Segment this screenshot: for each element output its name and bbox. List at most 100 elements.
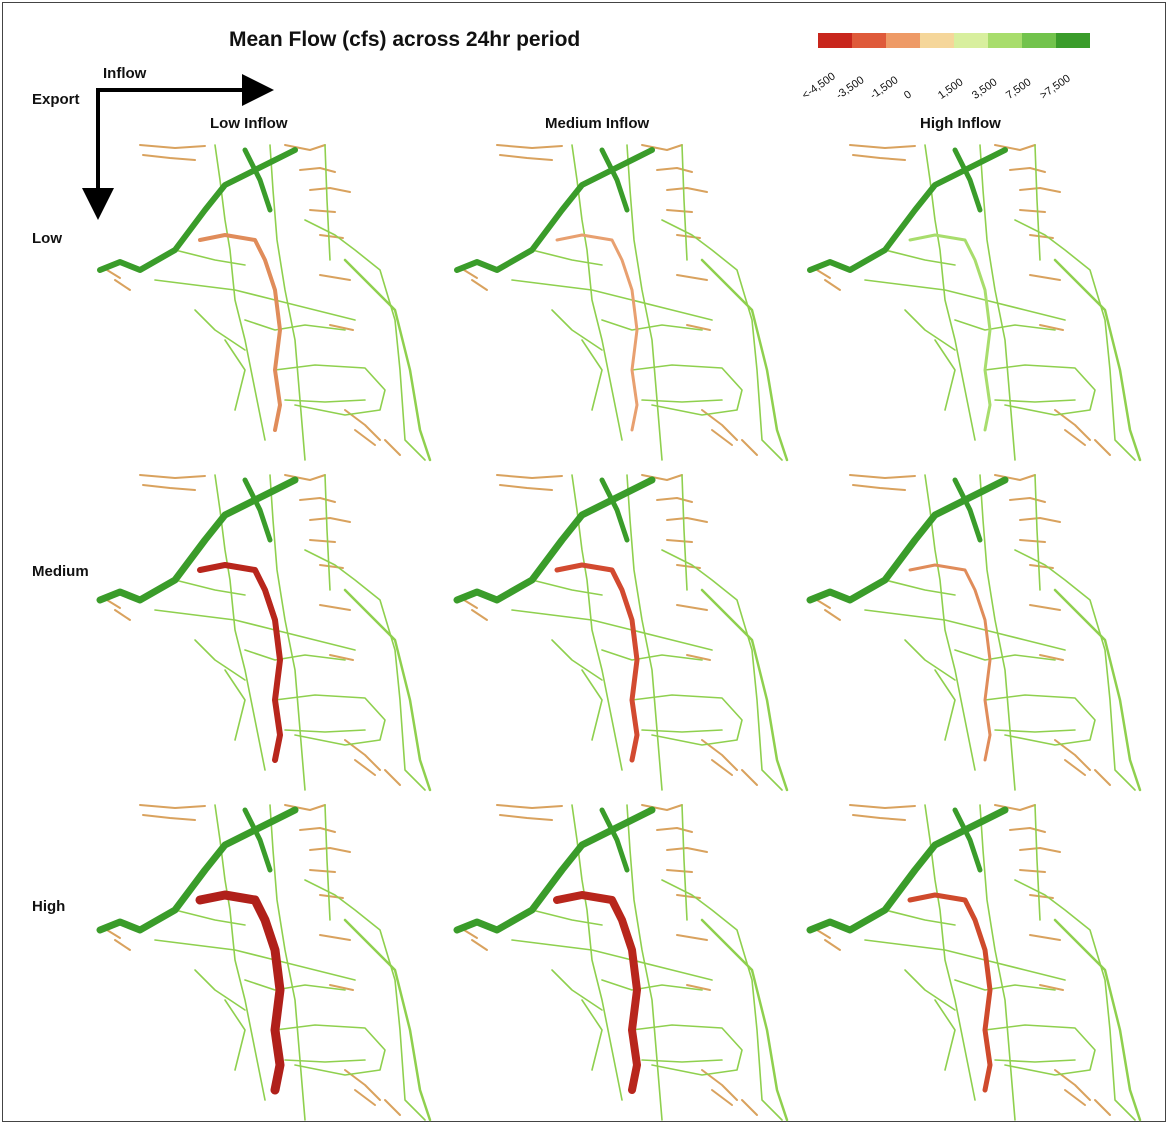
channel xyxy=(531,249,603,266)
tributary xyxy=(1029,274,1061,281)
channel xyxy=(194,969,246,1011)
channel xyxy=(601,979,703,991)
tributary xyxy=(1019,187,1061,193)
channel xyxy=(224,339,246,411)
tributary xyxy=(1039,324,1064,331)
tributary xyxy=(106,929,121,939)
tributary xyxy=(1054,739,1091,771)
channel xyxy=(1034,144,1041,261)
main-channel xyxy=(806,806,1009,934)
tributary xyxy=(463,269,478,279)
central-flow-path xyxy=(555,233,639,432)
tributary xyxy=(114,279,131,291)
tributary xyxy=(1094,1099,1111,1116)
main-channel-branch xyxy=(599,147,630,213)
tributary xyxy=(701,1069,738,1101)
tributary xyxy=(319,934,351,941)
figure-title: Mean Flow (cfs) across 24hr period xyxy=(229,28,581,51)
channel xyxy=(511,279,713,321)
tributary xyxy=(994,474,1036,481)
tributary xyxy=(816,929,831,939)
tributary xyxy=(384,1099,401,1116)
channel xyxy=(284,729,366,733)
tributary xyxy=(849,144,916,149)
legend-swatch-0 xyxy=(818,33,852,48)
main-channel xyxy=(96,806,299,934)
tributary xyxy=(106,599,121,609)
channel xyxy=(244,979,346,991)
main-channel xyxy=(96,476,299,604)
channel xyxy=(994,729,1076,733)
tributary xyxy=(142,484,196,491)
legend-swatch-1 xyxy=(852,33,886,48)
tributary xyxy=(741,769,758,786)
main-channel-branch xyxy=(599,477,630,543)
tributary xyxy=(329,324,354,331)
map-panel-r0-c2 xyxy=(807,144,1142,462)
tributary xyxy=(852,154,906,161)
channel xyxy=(154,609,356,651)
channel xyxy=(154,279,356,321)
export-axis-label: Export xyxy=(32,91,80,108)
east-channel xyxy=(343,258,432,462)
legend-swatches xyxy=(818,33,1090,48)
channel xyxy=(904,969,956,1011)
axis-arrows xyxy=(82,74,274,220)
legend-swatch-3 xyxy=(920,33,954,48)
channel xyxy=(641,729,723,733)
tributary xyxy=(344,1069,381,1101)
east-channel xyxy=(700,588,789,792)
central-flow-path xyxy=(554,562,640,763)
channel xyxy=(661,879,783,1121)
tributary xyxy=(852,484,906,491)
channel xyxy=(934,339,956,411)
channel xyxy=(884,909,956,926)
channel xyxy=(661,549,783,791)
channel xyxy=(244,649,346,661)
legend-swatch-7 xyxy=(1056,33,1090,48)
channel xyxy=(681,804,688,921)
channel xyxy=(1014,879,1136,1121)
tributary xyxy=(284,144,326,151)
channel xyxy=(551,309,603,351)
channel xyxy=(994,399,1076,403)
central-flow-path xyxy=(908,563,992,762)
tributary xyxy=(319,274,351,281)
tributary xyxy=(309,847,351,853)
tributary xyxy=(1019,209,1046,213)
channel xyxy=(224,669,246,741)
tributary xyxy=(701,409,738,441)
channel xyxy=(274,1024,386,1076)
main-channel-branch xyxy=(242,477,273,543)
tributary xyxy=(1019,869,1046,873)
central-flow-path xyxy=(553,891,641,1094)
channel xyxy=(631,1024,743,1076)
tributary xyxy=(499,154,553,161)
tributary xyxy=(496,144,563,149)
column-header-low-inflow: Low Inflow xyxy=(210,115,288,132)
tributary xyxy=(299,827,336,833)
tributary xyxy=(106,269,121,279)
east-channel xyxy=(1053,588,1142,792)
channel xyxy=(194,639,246,681)
channel xyxy=(531,579,603,596)
tributary xyxy=(824,939,841,951)
channel xyxy=(284,1059,366,1063)
tributary xyxy=(641,474,683,481)
tributary xyxy=(499,484,553,491)
channel xyxy=(1034,474,1041,591)
channel xyxy=(984,1024,1096,1076)
tributary xyxy=(1094,439,1111,456)
central-flow-path xyxy=(198,233,282,432)
tributary xyxy=(1054,409,1091,441)
map-panel-r0-c0 xyxy=(97,144,432,462)
tributary xyxy=(354,759,376,776)
tributary xyxy=(1019,517,1061,523)
tributary xyxy=(1029,934,1061,941)
channel xyxy=(601,319,703,331)
tributary xyxy=(344,409,381,441)
channel xyxy=(511,609,713,651)
channel xyxy=(511,939,713,981)
legend-swatch-5 xyxy=(988,33,1022,48)
east-channel xyxy=(1053,918,1142,1122)
